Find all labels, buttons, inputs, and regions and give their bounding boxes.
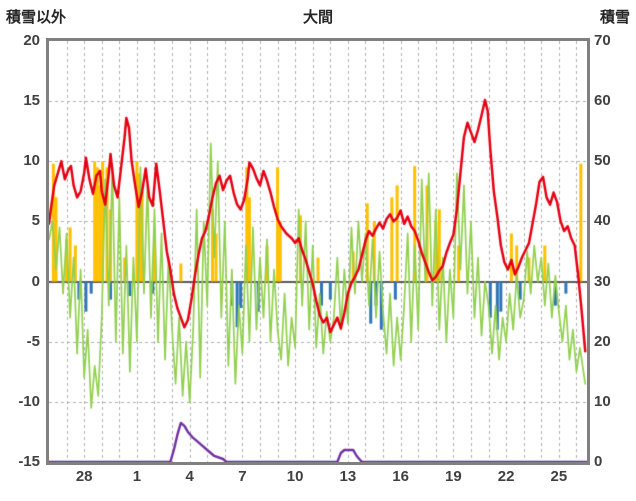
y-right-tick: 0 <box>594 453 603 470</box>
y-right-tick: 20 <box>594 332 611 350</box>
y-left-tick: 0 <box>31 272 40 290</box>
y-right-tick: 70 <box>594 32 611 49</box>
chart-canvas <box>49 41 587 462</box>
x-tick: 13 <box>339 468 357 485</box>
x-tick: 10 <box>286 468 304 485</box>
y-right-tick: 50 <box>594 152 611 170</box>
y-right-tick: 10 <box>594 392 611 410</box>
chart-title: 大間 <box>302 9 333 26</box>
y-left-tick: -10 <box>18 392 40 410</box>
x-tick: 16 <box>392 468 409 485</box>
y-left-tick: 20 <box>23 32 40 49</box>
y-left-tick: 5 <box>31 212 40 230</box>
y-left-tick: -5 <box>26 332 40 350</box>
y-right-tick: 30 <box>594 272 611 290</box>
x-tick: 22 <box>497 468 515 485</box>
x-tick: 28 <box>75 468 93 485</box>
y-left-tick: 10 <box>23 152 40 170</box>
y-left-tick: 15 <box>23 92 40 110</box>
y-right-tick: 40 <box>594 212 611 230</box>
x-tick: 7 <box>238 468 247 485</box>
y-right-tick: 60 <box>594 92 611 110</box>
plot-area <box>46 38 590 465</box>
x-tick: 25 <box>550 468 568 485</box>
x-tick: 1 <box>132 468 142 485</box>
y-left-tick: -15 <box>18 453 40 470</box>
x-tick: 19 <box>445 468 462 485</box>
right-axis-title: 積雪 <box>599 9 630 26</box>
x-tick: 4 <box>185 468 194 485</box>
left-axis-title: 積雪以外 <box>6 9 67 26</box>
